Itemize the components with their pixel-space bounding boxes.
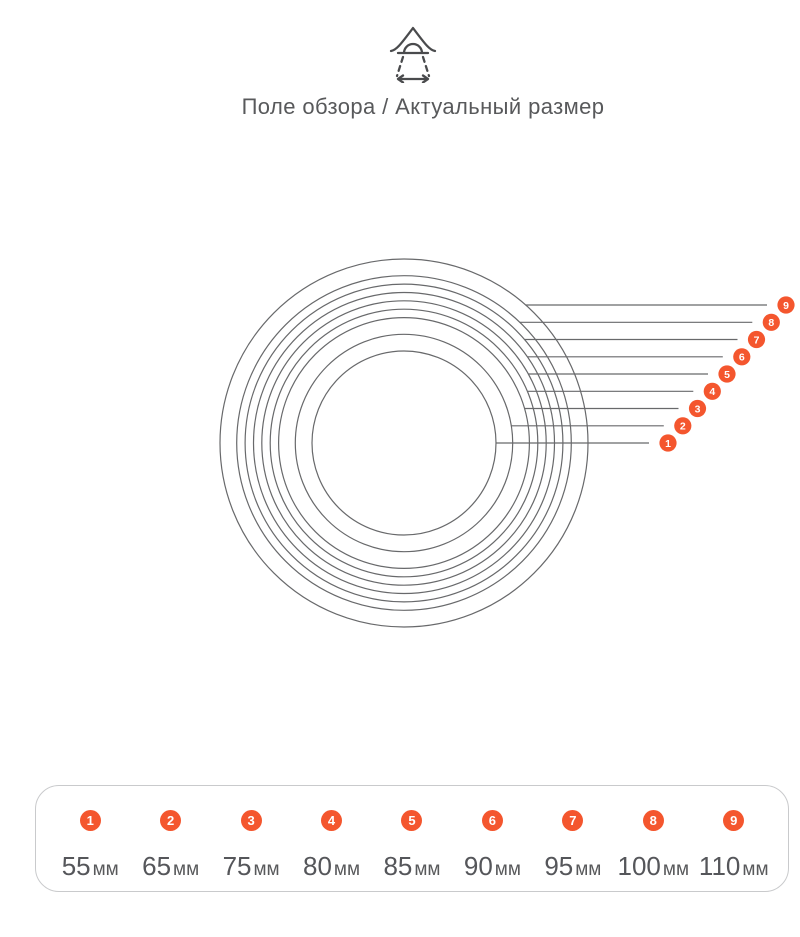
size-number: 65 (142, 851, 172, 881)
legend-badge-1: 1 (79, 810, 101, 831)
legend-value-5: 85 мм (372, 851, 452, 882)
legend-item-1: 1 55 мм (50, 810, 130, 882)
size-number: 110 (698, 851, 741, 881)
diagram-badge-5 (718, 365, 736, 383)
diagram-badge-number-6: 6 (739, 352, 745, 364)
fov-circle-2 (294, 333, 514, 553)
page-title: Поле обзора / Актуальный размер (241, 94, 605, 119)
legend-value-2: 65 мм (130, 851, 210, 882)
size-number: 80 (303, 851, 332, 881)
diagram-badge-number-2: 2 (680, 421, 686, 433)
size-unit: мм (742, 859, 769, 880)
diagram-badge-7 (747, 330, 766, 349)
fov-circle-3 (278, 316, 531, 570)
size-legend-panel: 1 55 мм 2 65 мм 3 75 мм 4 80 мм 5 85 мм 6 90 м… (35, 785, 789, 892)
legend-value-3: 75 мм (211, 851, 291, 882)
legend-value-7: 95 мм (533, 851, 613, 882)
diagram-badge-number-1: 1 (665, 438, 671, 450)
size-number: 90 (463, 851, 493, 881)
size-number: 85 (383, 851, 413, 881)
legend-badge-5: 5 (401, 810, 423, 831)
legend-item-3: 3 75 мм (211, 810, 291, 882)
legend-value-4: 80 мм (291, 851, 371, 882)
view-cone-left-dashed (395, 55, 405, 78)
legend-badge-2: 2 (160, 810, 182, 831)
legend-item-6: 6 90 мм (452, 810, 532, 882)
fov-circle-1 (311, 350, 497, 536)
diagram-badge-4 (703, 382, 721, 400)
legend-item-5: 5 85 мм (372, 810, 452, 882)
legend-badge-4: 4 (321, 810, 343, 831)
legend-badge-3: 3 (240, 810, 262, 831)
legend-badge-9: 9 (723, 810, 745, 831)
legend-item-2: 2 65 мм (130, 810, 210, 882)
iris-arc (402, 42, 424, 55)
legend-item-9: 9 110 мм (694, 810, 774, 882)
size-number: 55 (61, 851, 91, 881)
diagram-badge-number-5: 5 (724, 369, 730, 381)
size-unit: мм (575, 859, 602, 880)
size-unit: мм (414, 859, 441, 880)
legend-value-8: 100 мм (613, 851, 693, 882)
size-number: 95 (544, 851, 574, 881)
eyelid-chevron (389, 26, 437, 53)
diagram-badge-3 (688, 399, 707, 418)
diagram-badge-number-8: 8 (768, 317, 774, 329)
size-unit: мм (253, 859, 280, 880)
diagram-badge-6 (733, 348, 751, 366)
diagram-badge-number-9: 9 (783, 300, 789, 312)
field-of-view-icon-svg (389, 26, 437, 84)
legend-badge-8: 8 (642, 810, 664, 831)
field-of-view-icon (389, 25, 437, 84)
legend-item-8: 8 100 мм (613, 810, 693, 882)
arrowhead-right (421, 74, 430, 84)
size-unit: мм (173, 859, 200, 880)
legend-value-1: 55 мм (50, 851, 130, 882)
diagram-badge-number-4: 4 (709, 386, 715, 398)
size-unit: мм (92, 859, 119, 880)
diagram-badge-number-7: 7 (754, 334, 760, 346)
diagram-badge-8 (762, 313, 780, 331)
view-cone-right-dashed (421, 55, 431, 78)
legend-badge-6: 6 (481, 810, 503, 831)
legend-item-7: 7 95 мм (533, 810, 613, 882)
size-unit: мм (494, 859, 521, 880)
arrowhead-left (396, 74, 405, 84)
size-number: 100 (617, 851, 661, 881)
legend-item-4: 4 80 мм (291, 810, 371, 882)
legend-badge-7: 7 (562, 810, 584, 831)
size-number: 75 (222, 851, 252, 881)
legend-value-9: 110 мм (694, 851, 774, 882)
diagram-badge-9 (777, 296, 795, 314)
diagram-badge-1 (659, 434, 677, 452)
diagram-badge-2 (674, 417, 692, 435)
diagram-badge-number-3: 3 (695, 403, 701, 415)
size-unit: мм (662, 859, 690, 880)
legend-value-6: 90 мм (452, 851, 532, 882)
size-unit: мм (333, 859, 361, 880)
